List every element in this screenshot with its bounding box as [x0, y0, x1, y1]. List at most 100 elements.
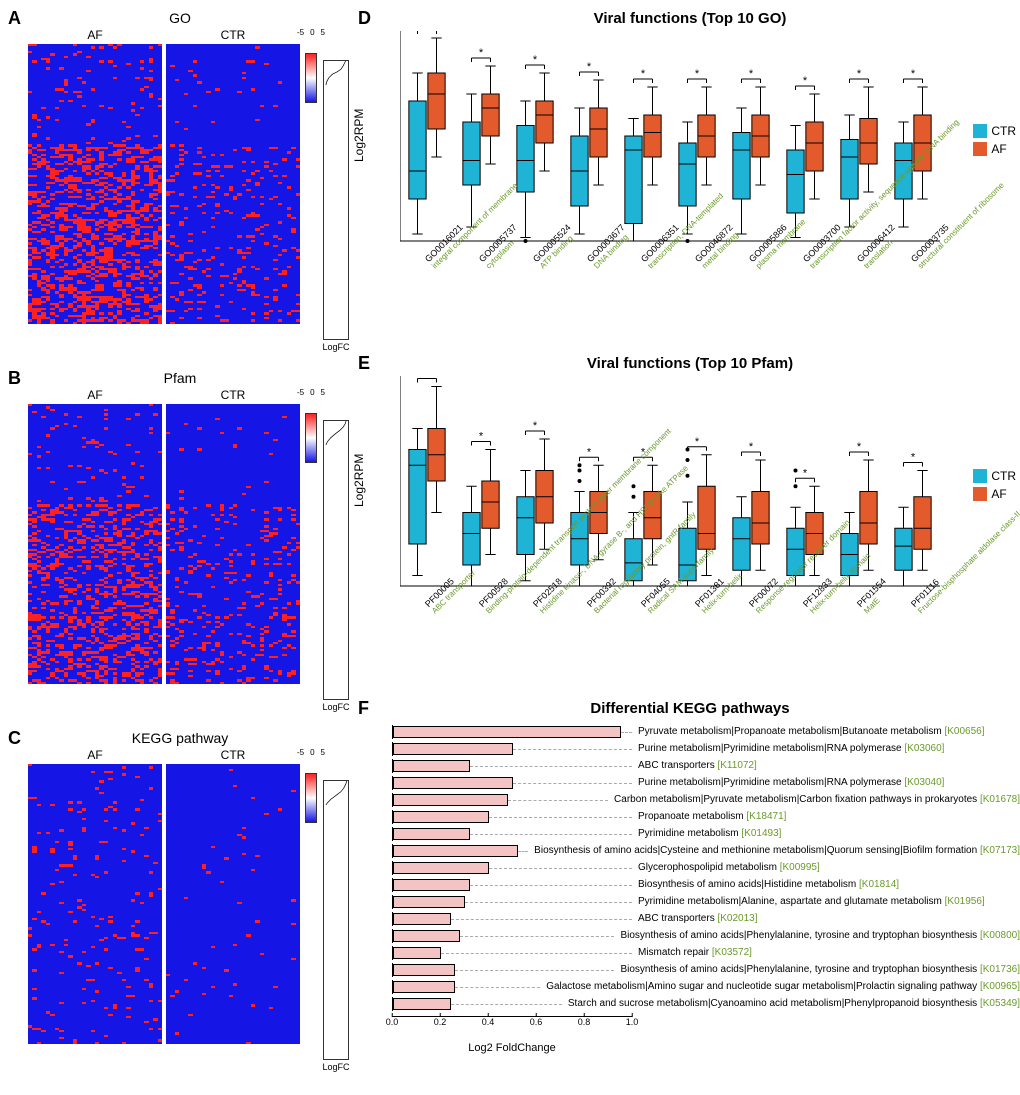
- panel-F: F Differential KEGG pathways Pyruvate me…: [360, 700, 1020, 1054]
- colorbar-ticks: -505: [297, 388, 325, 397]
- svg-text:*: *: [587, 446, 592, 458]
- y-axis-label: Log2RPM: [352, 109, 366, 162]
- bar-row: Biosynthesis of amino acids|Cysteine and…: [392, 842, 1020, 859]
- bar-row: ABC transporters [K11072]: [392, 757, 1020, 774]
- svg-text:*: *: [479, 47, 484, 59]
- panel-A: A GO AF CTR -505 LogFC: [10, 10, 350, 352]
- bar-row: Galactose metabolism|Amino sugar and nuc…: [392, 978, 1020, 995]
- x-axis: 0.00.20.40.60.81.0: [392, 1016, 632, 1042]
- boxplot-title: Viral functions (Top 10 GO): [360, 10, 1020, 27]
- bar-label: Pyrimidine metabolism [K01493]: [638, 828, 781, 839]
- panel-label: C: [8, 728, 21, 749]
- x-axis-label: Log2 FoldChange: [392, 1042, 632, 1054]
- svg-text:*: *: [479, 431, 484, 443]
- logfc-label: LogFC: [322, 342, 349, 352]
- group-label-af: AF: [28, 388, 162, 402]
- bar-label: Mismatch repair [K03572]: [638, 947, 752, 958]
- svg-text:*: *: [803, 467, 808, 479]
- bar-label: Biosynthesis of amino acids|Phenylalanin…: [620, 930, 1020, 941]
- bar-label: Glycerophospolipid metabolism [K00995]: [638, 862, 820, 873]
- heatmap-title: KEGG pathway: [10, 730, 350, 746]
- bar-label: Biosynthesis of amino acids|Phenylalanin…: [620, 964, 1020, 975]
- barchart-title: Differential KEGG pathways: [360, 700, 1020, 717]
- bar-row: Biosynthesis of amino acids|Histidine me…: [392, 876, 1020, 893]
- bar-label: Galactose metabolism|Amino sugar and nuc…: [546, 981, 1020, 992]
- bar-row: Pyrimidine metabolism|Alanine, aspartate…: [392, 893, 1020, 910]
- bar-label: Biosynthesis of amino acids|Histidine me…: [638, 879, 899, 890]
- bar-row: Biosynthesis of amino acids|Phenylalanin…: [392, 961, 1020, 978]
- heatmap-title: Pfam: [10, 370, 350, 386]
- bar-row: Biosynthesis of amino acids|Phenylalanin…: [392, 927, 1020, 944]
- group-label-ctr: CTR: [166, 748, 300, 762]
- heatmap-af: [28, 404, 162, 684]
- bar-label: Biosynthesis of amino acids|Cysteine and…: [534, 845, 1020, 856]
- bar-row: Pyruvate metabolism|Propanoate metabolis…: [392, 723, 1020, 740]
- bar-label: ABC transporters [K11072]: [638, 760, 757, 771]
- panel-label: B: [8, 368, 21, 389]
- bar-row: Purine metabolism|Pyrimidine metabolism|…: [392, 774, 1020, 791]
- svg-text:*: *: [911, 452, 916, 464]
- logfc-plot: [323, 420, 349, 700]
- svg-text:*: *: [533, 420, 538, 432]
- heatmap-ctr: [166, 764, 300, 1044]
- group-label-af: AF: [28, 748, 162, 762]
- svg-text:*: *: [695, 436, 700, 448]
- bar-row: ABC transporters [K02013]: [392, 910, 1020, 927]
- panel-E: E Viral functions (Top 10 Pfam) Log2RPM …: [360, 355, 1020, 686]
- bar-label: Pyruvate metabolism|Propanoate metabolis…: [638, 726, 985, 737]
- heatmap-title: GO: [10, 10, 350, 26]
- group-label-af: AF: [28, 28, 162, 42]
- colorbar-ticks: -505: [297, 28, 325, 37]
- heatmap-af: [28, 764, 162, 1044]
- bar-row: Pyrimidine metabolism [K01493]: [392, 825, 1020, 842]
- logfc-plot: [323, 60, 349, 340]
- panel-label: E: [358, 353, 370, 374]
- heatmap-ctr: [166, 44, 300, 324]
- bar-label: ABC transporters [K02013]: [638, 913, 758, 924]
- panel-label: D: [358, 8, 371, 29]
- bar-label: Purine metabolism|Pyrimidine metabolism|…: [638, 743, 944, 754]
- heatmap-af: [28, 44, 162, 324]
- legend: CTRAF: [973, 469, 1016, 505]
- svg-text:*: *: [587, 61, 592, 73]
- bar-row: Glycerophospolipid metabolism [K00995]: [392, 859, 1020, 876]
- group-label-ctr: CTR: [166, 28, 300, 42]
- bar-row: Propanoate metabolism [K18471]: [392, 808, 1020, 825]
- bar-label: Purine metabolism|Pyrimidine metabolism|…: [638, 777, 944, 788]
- bar-label: Carbon metabolism|Pyruvate metabolism|Ca…: [614, 794, 1020, 805]
- panel-C: C KEGG pathway AF CTR -505: [10, 730, 350, 1072]
- svg-text:*: *: [641, 68, 646, 80]
- bar-label: Propanoate metabolism [K18471]: [638, 811, 786, 822]
- logfc-plot: [323, 780, 349, 1060]
- svg-text:*: *: [857, 441, 862, 453]
- svg-text:*: *: [857, 68, 862, 80]
- bar-label: Starch and sucrose metabolism|Cyanoamino…: [568, 998, 1020, 1009]
- logfc-label: LogFC: [322, 702, 349, 712]
- panel-D: D Viral functions (Top 10 GO) Log2RPM 01…: [360, 10, 1020, 341]
- colorbar: [305, 53, 317, 103]
- colorbar-ticks: -505: [297, 748, 325, 757]
- bar-row: Starch and sucrose metabolism|Cyanoamino…: [392, 995, 1020, 1012]
- bar-row: Purine metabolism|Pyrimidine metabolism|…: [392, 740, 1020, 757]
- group-label-ctr: CTR: [166, 388, 300, 402]
- heatmap-ctr: [166, 404, 300, 684]
- panel-B: B Pfam AF CTR -505 LogFC: [10, 370, 350, 712]
- svg-text:*: *: [533, 54, 538, 66]
- svg-text:*: *: [749, 68, 754, 80]
- svg-text:*: *: [749, 441, 754, 453]
- boxplot-title: Viral functions (Top 10 Pfam): [360, 355, 1020, 372]
- bar-label: Pyrimidine metabolism|Alanine, aspartate…: [638, 896, 985, 907]
- bar-row: Carbon metabolism|Pyruvate metabolism|Ca…: [392, 791, 1020, 808]
- svg-text:*: *: [695, 68, 700, 80]
- y-axis-label: Log2RPM: [352, 454, 366, 507]
- svg-text:*: *: [425, 376, 430, 380]
- panel-label: A: [8, 8, 21, 29]
- colorbar: [305, 413, 317, 463]
- panel-label: F: [358, 698, 369, 719]
- colorbar: [305, 773, 317, 823]
- svg-text:*: *: [911, 68, 916, 80]
- svg-text:*: *: [803, 75, 808, 87]
- bar-row: Mismatch repair [K03572]: [392, 944, 1020, 961]
- logfc-label: LogFC: [322, 1062, 349, 1072]
- legend: CTRAF: [973, 124, 1016, 160]
